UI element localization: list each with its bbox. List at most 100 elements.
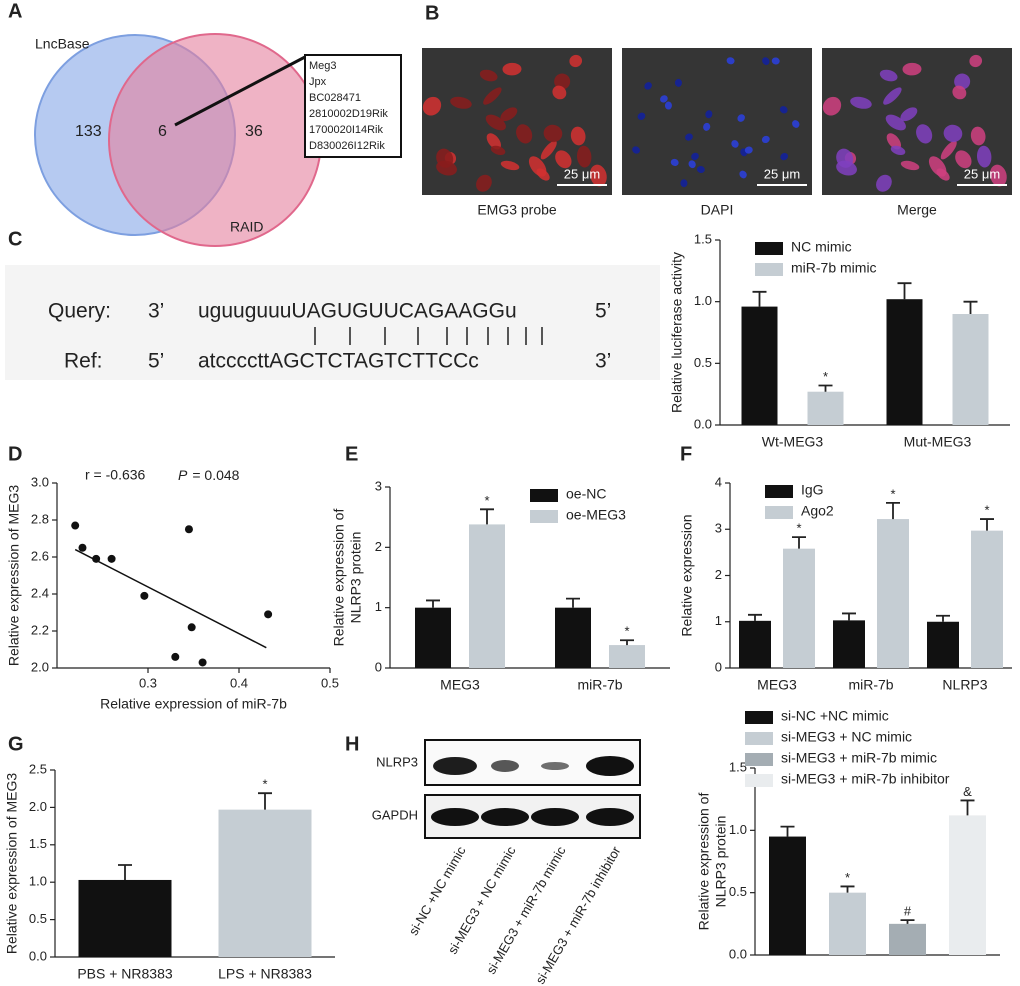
y-tick-label: 4	[715, 474, 722, 489]
error-bar	[426, 599, 440, 608]
panel-label: G	[8, 733, 24, 755]
band	[586, 756, 634, 776]
error-bar	[980, 518, 994, 531]
cell	[500, 107, 518, 122]
cell	[422, 96, 442, 116]
point	[184, 525, 193, 534]
error-bar	[748, 613, 762, 621]
y-axis-label: Relative luciferase activity	[669, 252, 685, 413]
band-label: GAPDH	[372, 807, 418, 822]
cell	[540, 140, 557, 160]
error-bar	[936, 614, 950, 622]
y-tick-label: 0	[715, 659, 722, 674]
cell	[691, 152, 699, 161]
error-bar	[900, 919, 915, 924]
x-tick-label: Mut-MEG3	[904, 434, 972, 450]
legend-label: NC mimic	[791, 239, 852, 255]
cell	[688, 160, 696, 169]
cell	[952, 85, 967, 100]
point	[140, 591, 149, 600]
y-tick-label: 3.0	[31, 474, 49, 489]
cell	[543, 124, 563, 143]
cell	[954, 73, 971, 90]
cell	[436, 160, 457, 176]
cell	[476, 174, 492, 192]
significance-mark: *	[845, 870, 850, 885]
image-label: DAPI	[701, 202, 734, 218]
legend-swatch	[745, 774, 773, 787]
band	[541, 762, 569, 770]
y-tick-label: 2.6	[31, 548, 49, 563]
legend-swatch	[745, 732, 773, 745]
cell	[744, 146, 753, 154]
x-tick-label: PBS + NR8383	[77, 966, 173, 982]
cell	[485, 114, 506, 131]
fit-line	[74, 548, 267, 649]
legend-label: si-MEG3 + NC mimic	[781, 729, 912, 745]
bar	[886, 299, 923, 425]
seq-name: Ref:	[64, 350, 103, 373]
x-tick-label: NLRP3	[942, 677, 987, 693]
bar	[833, 620, 865, 668]
seq-end: 5’	[148, 350, 164, 373]
x-tick-label: 0.3	[139, 675, 157, 690]
y-axis-label: Relative expression of	[331, 509, 347, 647]
bar	[949, 815, 986, 955]
set-label: RAID	[230, 219, 263, 235]
cell	[569, 54, 583, 68]
cell	[822, 96, 842, 116]
cell	[576, 145, 592, 168]
y-axis-label: Relative expression of MEG3	[4, 773, 20, 955]
cell	[762, 57, 770, 65]
venn-count: 36	[245, 123, 263, 140]
cell	[731, 140, 739, 148]
cell	[552, 85, 567, 100]
x-axis-label: Relative expression of miR-7b	[100, 696, 287, 712]
cell	[674, 78, 682, 87]
y-tick-label: 2	[715, 567, 722, 582]
seq-end: 3’	[595, 350, 611, 373]
y-tick-label: 2.8	[31, 511, 49, 526]
gene-name: Meg3	[309, 60, 337, 72]
point	[71, 521, 80, 530]
bar	[739, 620, 771, 668]
cell	[696, 165, 705, 174]
panel-label: A	[8, 0, 22, 22]
y-tick-label: 2	[375, 539, 382, 554]
cell	[780, 152, 789, 161]
cell	[737, 114, 745, 122]
cell	[940, 140, 957, 160]
y-tick-label: 0.5	[29, 911, 47, 926]
cell	[555, 150, 572, 169]
significance-mark: *	[823, 369, 828, 384]
legend-label: IgG	[801, 482, 824, 498]
cell	[900, 107, 918, 122]
y-tick-label: 2.4	[31, 585, 49, 600]
cell	[483, 87, 502, 105]
cell	[916, 124, 933, 144]
band	[491, 760, 519, 772]
cell	[902, 62, 922, 76]
cell	[976, 145, 992, 168]
x-tick-label: MEG3	[440, 677, 480, 693]
legend-swatch	[745, 753, 773, 766]
x-tick-label: miR-7b	[848, 677, 893, 693]
legend-label: miR-7b mimic	[791, 260, 877, 276]
cell	[486, 133, 501, 150]
set-label: LncBase	[35, 36, 90, 52]
panel-label: D	[8, 443, 22, 465]
bar	[783, 548, 815, 668]
error-bar	[566, 597, 580, 608]
bar	[415, 607, 451, 668]
significance-mark: #	[904, 904, 912, 919]
significance-mark: *	[484, 493, 489, 508]
cell	[739, 170, 747, 179]
cell	[928, 156, 947, 177]
cell	[779, 106, 788, 114]
cell	[989, 164, 1007, 187]
y-tick-label: 0.0	[729, 946, 747, 961]
y-tick-label: 0.5	[729, 884, 747, 899]
panel-label: F	[680, 443, 692, 465]
cell	[632, 146, 640, 154]
cell	[771, 57, 780, 65]
